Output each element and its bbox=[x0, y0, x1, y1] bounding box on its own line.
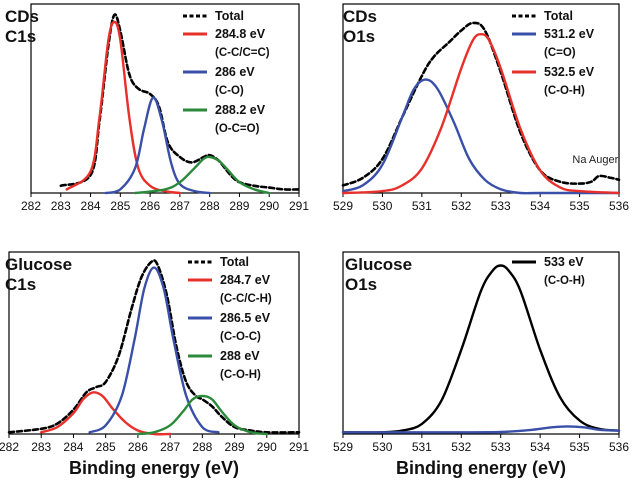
x-tick-label: 535 bbox=[570, 199, 590, 213]
series-line bbox=[341, 78, 621, 195]
legend-label: 286.5 eV bbox=[220, 311, 271, 325]
x-tick-label: 286 bbox=[128, 440, 148, 454]
x-tick-label: 285 bbox=[96, 440, 116, 454]
legend-sublabel: (C-O-H) bbox=[220, 369, 261, 381]
plot-frame bbox=[342, 3, 620, 194]
series-line bbox=[341, 425, 621, 434]
series-line bbox=[341, 33, 621, 195]
series-line bbox=[88, 266, 220, 434]
panel-glucose-o1s: 529 530 531 532 533 534 535 536 Binding energy (… bbox=[333, 251, 629, 478]
panel-title: Glucose bbox=[345, 255, 412, 274]
legend-label: 284.8 eV bbox=[215, 27, 266, 41]
x-tick-label: 284 bbox=[63, 440, 83, 454]
x-tick-label: 282 bbox=[0, 440, 19, 454]
legend-sublabel: (C-O-H) bbox=[544, 275, 585, 287]
x-tick-label: 534 bbox=[530, 199, 550, 213]
x-tick-label: 530 bbox=[372, 440, 392, 454]
annotation-label: Na Auger bbox=[572, 154, 618, 166]
legend-sublabel: (C=O) bbox=[544, 47, 576, 59]
x-tick-label: 535 bbox=[570, 440, 590, 454]
series-line bbox=[104, 96, 211, 195]
panel-title: CDs bbox=[5, 7, 39, 26]
x-tick-label: 534 bbox=[530, 440, 550, 454]
x-tick-label: 529 bbox=[333, 199, 353, 213]
x-tick-label: 291 bbox=[289, 440, 309, 454]
legend-label: 284.7 eV bbox=[220, 273, 271, 287]
panel-title: Glucose bbox=[5, 255, 72, 274]
x-tick-label: 290 bbox=[259, 199, 279, 213]
x-tick-label: 289 bbox=[229, 199, 249, 213]
series-line bbox=[136, 394, 268, 436]
x-tick-label: 532 bbox=[451, 440, 471, 454]
series-line bbox=[134, 155, 271, 195]
x-tick-label: 287 bbox=[160, 440, 180, 454]
panel-title: O1s bbox=[343, 27, 375, 46]
legend-label: 288 eV bbox=[220, 349, 260, 363]
legend-label: 286 eV bbox=[215, 65, 255, 79]
x-tick-label: 287 bbox=[170, 199, 190, 213]
panel-title: O1s bbox=[345, 275, 377, 294]
legend-sublabel: (C-O-C) bbox=[220, 331, 261, 343]
x-axis-title: Binding energy (eV) bbox=[396, 458, 566, 478]
legend-sublabel: (C-C/C-H) bbox=[220, 293, 272, 305]
x-tick-label: 531 bbox=[412, 440, 432, 454]
x-tick-label: 284 bbox=[81, 199, 101, 213]
x-tick-label: 530 bbox=[372, 199, 392, 213]
panel-title: CDs bbox=[343, 7, 377, 26]
legend-label: Total bbox=[220, 255, 249, 269]
x-tick-label: 288 bbox=[192, 440, 212, 454]
x-tick-label: 533 bbox=[491, 199, 511, 213]
legend-sublabel: (C-O-H) bbox=[544, 85, 585, 97]
series-line bbox=[65, 20, 182, 195]
x-tick-label: 288 bbox=[200, 199, 220, 213]
series-line bbox=[341, 264, 621, 434]
legend-label: 533 eV bbox=[544, 255, 584, 269]
legend-label: 531.2 eV bbox=[544, 27, 595, 41]
x-axis-title: Binding energy (eV) bbox=[69, 458, 239, 478]
x-tick-label: 291 bbox=[289, 199, 309, 213]
legend-label: Total bbox=[544, 9, 573, 23]
plot-frame bbox=[30, 3, 300, 194]
panel-glucose-c1s: 282 283 284 285 286 287 288 289 290 291 Binding en… bbox=[0, 251, 309, 478]
legend-label: 532.5 eV bbox=[544, 65, 595, 79]
panel-title: C1s bbox=[5, 27, 36, 46]
x-tick-label: 286 bbox=[140, 199, 160, 213]
panel-title: C1s bbox=[5, 275, 36, 294]
legend-sublabel: (C-C/C=C) bbox=[215, 47, 270, 59]
x-tick-label: 283 bbox=[31, 440, 51, 454]
plot-frame bbox=[342, 251, 620, 435]
x-tick-label: 533 bbox=[491, 440, 511, 454]
x-tick-label: 289 bbox=[225, 440, 245, 454]
x-tick-label: 529 bbox=[333, 440, 353, 454]
x-tick-label: 531 bbox=[412, 199, 432, 213]
legend-label: 288.2 eV bbox=[215, 103, 266, 117]
x-tick-label: 532 bbox=[451, 199, 471, 213]
x-tick-label: 290 bbox=[257, 440, 277, 454]
x-tick-label: 536 bbox=[609, 199, 629, 213]
x-tick-label: 283 bbox=[51, 199, 71, 213]
x-tick-label: 536 bbox=[609, 440, 629, 454]
series-line bbox=[40, 391, 172, 436]
x-tick-label: 282 bbox=[21, 199, 41, 213]
legend-sublabel: (O-C=O) bbox=[215, 123, 260, 135]
legend-sublabel: (C-O) bbox=[215, 85, 244, 97]
legend-label: Total bbox=[215, 9, 244, 23]
series-line bbox=[7, 259, 301, 434]
x-tick-label: 285 bbox=[110, 199, 130, 213]
